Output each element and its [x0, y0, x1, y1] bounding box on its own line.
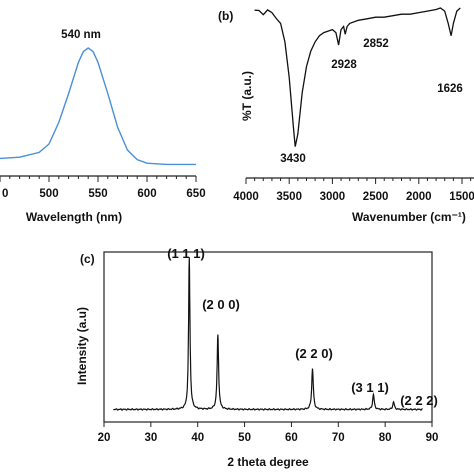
- panel-b-tick-label: 2000: [406, 191, 432, 203]
- panel-a-tick-label: 550: [88, 188, 107, 200]
- panel-b-peak-1626: 1626: [437, 83, 463, 95]
- panel-a-tick-label: 600: [137, 188, 156, 200]
- panel-a-tick-label: 650: [186, 188, 205, 200]
- panel-c-ticks: [103, 422, 433, 427]
- panel-b-x-label: Wavenumber (cm⁻¹): [352, 210, 466, 224]
- panel-a-spectrum-line: [0, 47, 196, 166]
- panel-c-tick-label: 40: [191, 432, 204, 444]
- panel-c-tick-labels: 20 30 40 50 60 70 80 90: [98, 432, 439, 444]
- panel-c-tick-label: 50: [238, 432, 251, 444]
- panel-c-peak-311: (3 1 1): [351, 380, 389, 395]
- panel-b-peak-2928: 2928: [331, 59, 357, 71]
- panel-c-tick-label: 80: [379, 432, 392, 444]
- panel-c: (c) Intensity (a.u) (1 1 1) (2 0 0) (2 2…: [75, 246, 438, 469]
- panel-b-y-label: %T (a.u.): [240, 71, 254, 121]
- panel-b-tick-label: 4000: [233, 191, 259, 203]
- panel-b-ftir-line: [254, 7, 461, 147]
- panel-c-x-label: 2 theta degree: [227, 455, 309, 469]
- panel-b-tag: (b): [218, 9, 233, 23]
- panel-b-tick-label: 3500: [276, 191, 302, 203]
- panel-b: (b) %T (a.u.) 3430 2928 2852 1626 4000 35…: [218, 7, 474, 224]
- panel-c-xrd-line: [113, 257, 423, 411]
- panel-c-tick-label: 70: [332, 432, 345, 444]
- panel-c-tick-label: 20: [98, 432, 111, 444]
- panel-c-tag: (c): [80, 252, 95, 266]
- panel-b-tick-label: 2500: [363, 191, 389, 203]
- panel-c-tick-label: 30: [144, 432, 157, 444]
- panel-a-tick-label: 0: [2, 188, 8, 200]
- panel-c-plot-frame: [103, 251, 433, 423]
- panel-a-x-label: Wavelength (nm): [26, 210, 122, 224]
- panel-c-y-label: Intensity (a.u): [75, 307, 89, 385]
- panel-a-tick-labels: 0 500 550 600 650: [2, 188, 206, 200]
- panel-c-tick-label: 60: [285, 432, 298, 444]
- panel-b-peak-3430: 3430: [280, 153, 306, 165]
- panel-c-peak-222: (2 2 2): [400, 393, 438, 408]
- panel-a: 540 nm 0 500 550 600 650 Wavelength (nm): [0, 29, 206, 224]
- panel-a-ticks: [0, 176, 197, 182]
- panel-b-peak-2852: 2852: [363, 38, 389, 50]
- panel-b-tick-label: 3000: [320, 191, 346, 203]
- panel-c-peak-111: (1 1 1): [167, 246, 205, 261]
- panel-c-tick-label: 90: [426, 432, 439, 444]
- panel-c-peak-220: (2 2 0): [295, 346, 333, 361]
- panel-b-tick-label: 1500: [449, 191, 474, 203]
- panel-c-peak-200: (2 0 0): [202, 297, 240, 312]
- panel-b-tick-labels: 4000 3500 3000 2500 2000 1500: [233, 191, 474, 203]
- panel-a-peak-label: 540 nm: [61, 29, 101, 41]
- panel-b-ticks: [245, 178, 472, 184]
- panel-a-tick-label: 500: [39, 188, 58, 200]
